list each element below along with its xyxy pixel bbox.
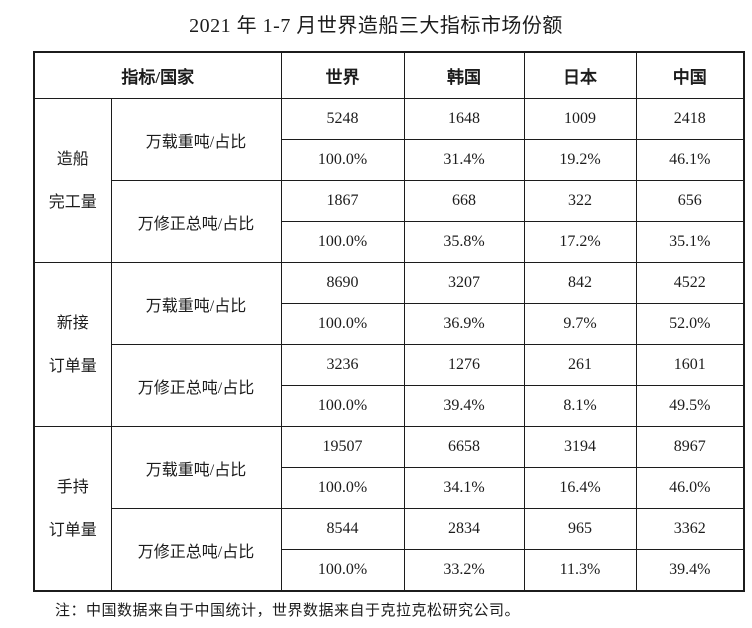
- table-row: 万修正总吨/占比 8544 2834 965 3362: [34, 508, 745, 592]
- value-cell: 3236: [280, 344, 405, 386]
- table-row: 100.0% 35.8% 17.2% 35.1%: [34, 221, 745, 263]
- share-cell: 100.0%: [280, 303, 405, 345]
- value-cell: 3362: [635, 508, 745, 550]
- table-row: 100.0% 36.9% 9.7% 52.0%: [34, 303, 745, 345]
- value-cell: 965: [523, 508, 637, 550]
- value-cell: 1276: [403, 344, 525, 386]
- share-cell: 46.0%: [635, 467, 745, 509]
- market-share-table: 指标/国家 世界 韩国 日本 中国 造船 完工量 万载重吨/占比 5248 16…: [33, 51, 746, 592]
- header-indicator-country: 指标/国家: [33, 51, 282, 99]
- share-cell: 34.1%: [403, 467, 525, 509]
- share-cell: 8.1%: [523, 385, 637, 427]
- value-cell: 1867: [280, 180, 405, 222]
- share-cell: 100.0%: [280, 385, 405, 427]
- metric-label-cgt: 万修正总吨/占比: [110, 344, 282, 427]
- value-cell: 5248: [280, 98, 405, 140]
- share-cell: 11.3%: [523, 549, 637, 592]
- value-cell: 656: [635, 180, 745, 222]
- share-cell: 100.0%: [280, 221, 405, 263]
- group-label-completions: 造船 完工量: [33, 98, 112, 263]
- header-col-japan: 日本: [523, 51, 637, 99]
- value-cell: 322: [523, 180, 637, 222]
- value-cell: 1009: [523, 98, 637, 140]
- share-cell: 52.0%: [635, 303, 745, 345]
- header-row: 指标/国家 世界 韩国 日本 中国: [33, 51, 745, 99]
- table-row: 造船 完工量 万载重吨/占比 5248 1648 1009 2418: [33, 98, 745, 263]
- group-label-orderbook: 手持 订单量: [33, 426, 112, 592]
- page-title: 2021 年 1-7 月世界造船三大指标市场份额: [189, 15, 563, 37]
- share-cell: 100.0%: [280, 549, 405, 592]
- value-cell: 3207: [403, 262, 525, 304]
- share-cell: 39.4%: [403, 385, 525, 427]
- share-cell: 36.9%: [403, 303, 525, 345]
- value-cell: 4522: [635, 262, 745, 304]
- metric-label-dwt: 万载重吨/占比: [110, 262, 282, 345]
- share-cell: 19.2%: [523, 139, 637, 181]
- value-cell: 8544: [280, 508, 405, 550]
- value-cell: 1648: [403, 98, 525, 140]
- table-row: 100.0% 33.2% 11.3% 39.4%: [34, 549, 745, 592]
- share-cell: 39.4%: [635, 549, 745, 592]
- value-cell: 2418: [635, 98, 745, 140]
- share-cell: 35.8%: [403, 221, 525, 263]
- table-row: 新接 订单量 万载重吨/占比 8690 3207 842 4522: [33, 262, 745, 427]
- share-cell: 46.1%: [635, 139, 745, 181]
- share-cell: 31.4%: [403, 139, 525, 181]
- table-row: 万修正总吨/占比 1867 668 322 656: [34, 180, 745, 263]
- header-col-korea: 韩国: [403, 51, 525, 99]
- header-col-world: 世界: [280, 51, 405, 99]
- value-cell: 261: [523, 344, 637, 386]
- header-col-china: 中国: [635, 51, 745, 99]
- table-row: 100.0% 39.4% 8.1% 49.5%: [34, 385, 745, 427]
- metric-label-cgt: 万修正总吨/占比: [110, 508, 282, 592]
- value-cell: 8967: [635, 426, 745, 468]
- share-cell: 100.0%: [280, 467, 405, 509]
- group-label-new-orders: 新接 订单量: [33, 262, 112, 427]
- share-cell: 16.4%: [523, 467, 637, 509]
- metric-label-cgt: 万修正总吨/占比: [110, 180, 282, 263]
- value-cell: 6658: [403, 426, 525, 468]
- value-cell: 19507: [280, 426, 405, 468]
- share-cell: 9.7%: [523, 303, 637, 345]
- metric-label-dwt: 万载重吨/占比: [110, 98, 282, 181]
- share-cell: 35.1%: [635, 221, 745, 263]
- value-cell: 668: [403, 180, 525, 222]
- table-row: 万修正总吨/占比 3236 1276 261 1601: [34, 344, 745, 427]
- value-cell: 842: [523, 262, 637, 304]
- value-cell: 2834: [403, 508, 525, 550]
- value-cell: 1601: [635, 344, 745, 386]
- value-cell: 8690: [280, 262, 405, 304]
- value-cell: 3194: [523, 426, 637, 468]
- share-cell: 17.2%: [523, 221, 637, 263]
- share-cell: 49.5%: [635, 385, 745, 427]
- share-cell: 100.0%: [280, 139, 405, 181]
- table-row: 手持 订单量 万载重吨/占比 19507 6658 3194 8967: [33, 426, 745, 592]
- table-row: 100.0% 31.4% 19.2% 46.1%: [34, 139, 745, 181]
- metric-label-dwt: 万载重吨/占比: [110, 426, 282, 509]
- share-cell: 33.2%: [403, 549, 525, 592]
- source-note: 注：中国数据来自于中国统计，世界数据来自于克拉克松研究公司。: [55, 603, 521, 619]
- table-row: 100.0% 34.1% 16.4% 46.0%: [34, 467, 745, 509]
